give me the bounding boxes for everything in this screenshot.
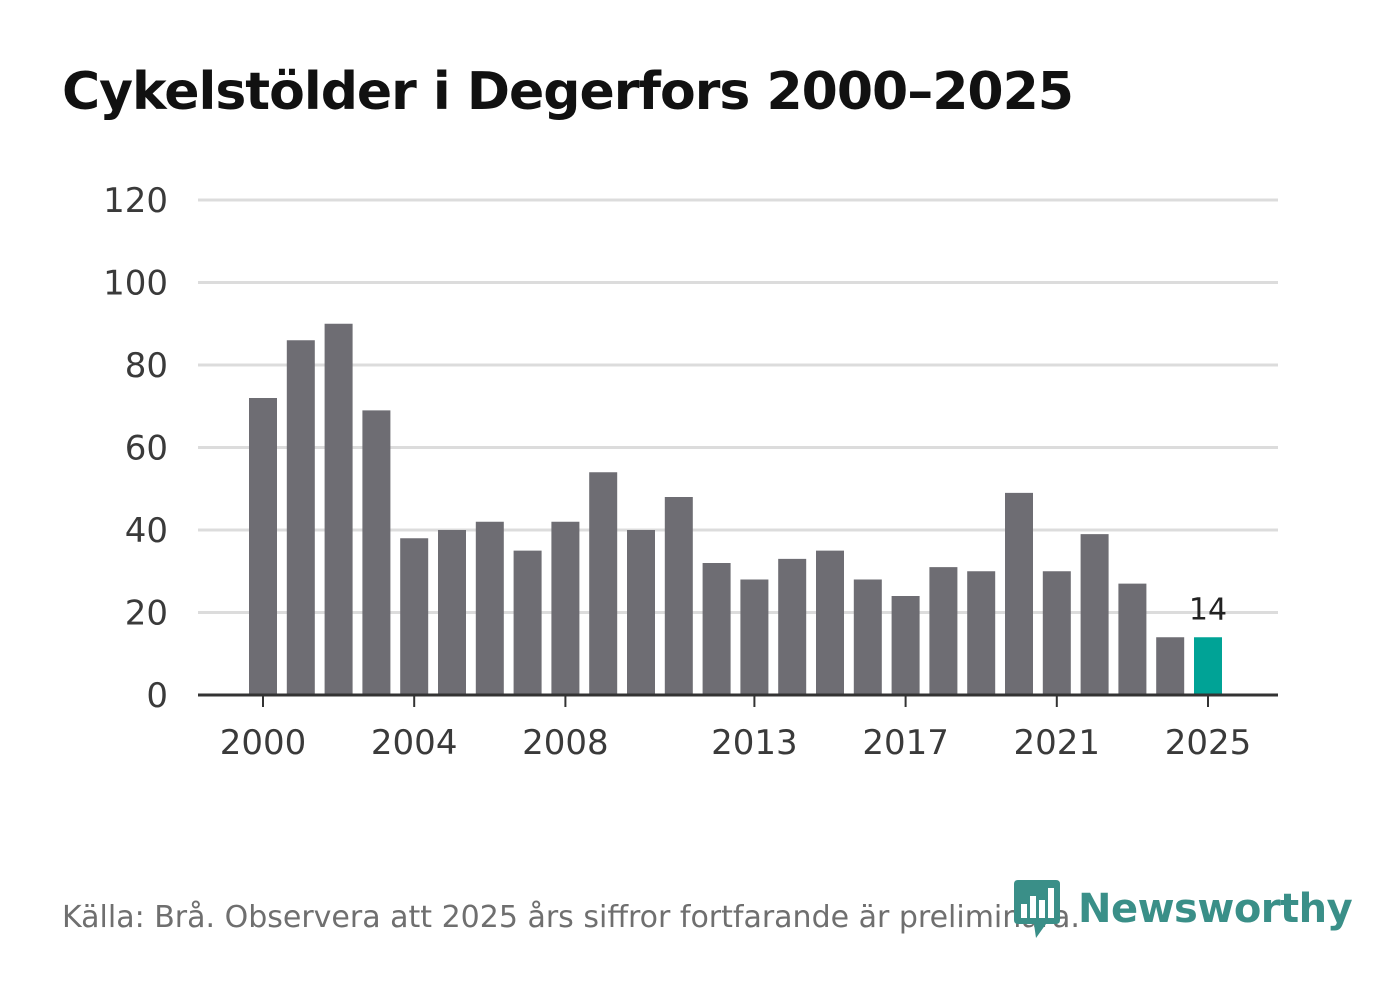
y-tick-label: 20	[125, 594, 168, 634]
bar	[400, 538, 429, 695]
bar	[627, 530, 655, 695]
x-tick-label: 2000	[220, 723, 307, 763]
bar	[816, 550, 844, 695]
logo-text: Newsworthy	[1078, 886, 1353, 932]
bar	[967, 571, 996, 695]
y-tick-label: 120	[103, 181, 168, 221]
bar	[1042, 571, 1071, 695]
chart-title: Cykelstölder i Degerfors 2000–2025	[62, 62, 1074, 122]
bar	[1118, 583, 1147, 695]
bar	[324, 323, 353, 695]
bar	[249, 398, 277, 695]
bar-chart: 0 20 40 60 80 100 120 2000 2004 2008 2013 2017 2021…	[103, 181, 1278, 763]
data-labels: 14	[1189, 592, 1227, 627]
x-tick-label: 2017	[862, 723, 949, 763]
y-tick-label: 0	[146, 676, 168, 716]
x-tick-label: 2008	[522, 723, 609, 763]
bar	[664, 497, 693, 695]
bar-highlight	[1194, 637, 1222, 695]
bar	[589, 472, 618, 695]
x-tick-label: 2013	[711, 723, 798, 763]
y-tick-label: 100	[103, 264, 168, 304]
newsworthy-chart-icon	[1014, 880, 1060, 938]
x-tick-label: 2021	[1014, 723, 1101, 763]
bar	[438, 530, 466, 695]
x-tick-label: 2025	[1165, 723, 1252, 763]
bar	[1156, 637, 1185, 695]
y-tick-label: 60	[125, 429, 168, 469]
bar	[1080, 534, 1109, 695]
bar	[475, 521, 504, 695]
y-tick-label: 40	[125, 511, 168, 551]
x-tick-label: 2004	[371, 723, 458, 763]
x-axis-ticks: 2000 2004 2008 2013 2017 2021 2025	[220, 695, 1252, 763]
bar	[891, 596, 920, 695]
bar	[929, 567, 958, 695]
y-tick-label: 80	[125, 346, 168, 386]
source-note: Källa: Brå. Observera att 2025 års siffr…	[62, 900, 1080, 935]
bar	[551, 521, 580, 695]
bar	[513, 550, 542, 695]
bars	[249, 323, 1222, 695]
bar	[286, 340, 315, 695]
bar	[853, 579, 882, 695]
newsworthy-logo: Newsworthy	[1012, 878, 1353, 940]
bar	[740, 579, 769, 695]
y-axis-ticks: 0 20 40 60 80 100 120	[103, 181, 168, 716]
gridlines	[198, 198, 1278, 614]
bar	[1005, 492, 1033, 695]
bar	[778, 558, 807, 695]
bar	[362, 410, 391, 695]
data-label: 14	[1189, 592, 1227, 627]
bar	[702, 563, 731, 695]
